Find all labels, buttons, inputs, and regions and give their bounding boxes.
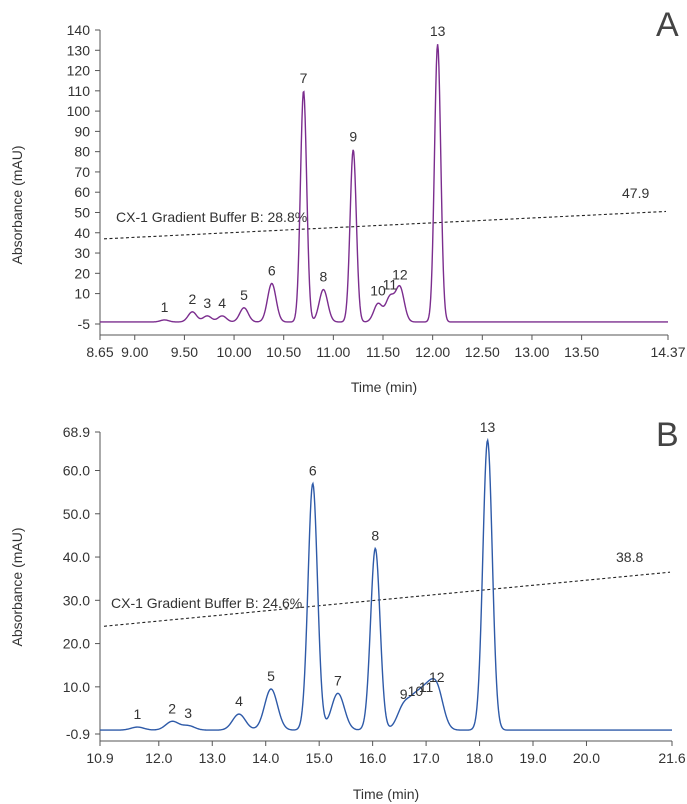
y-tick-label: 10 [74, 286, 90, 302]
panel-b-gradient-label: CX-1 Gradient Buffer B: 24.6% [111, 595, 302, 611]
peak-label: 11 [383, 277, 398, 293]
x-tick-label: 16.0 [359, 750, 386, 766]
panel-a-x-axis: 8.65 9.00 9.50 10.00 10.50 11.00 11.50 12.00 12.… [86, 335, 686, 360]
y-tick-label: 40 [74, 225, 90, 241]
x-tick-label: 19.0 [519, 750, 546, 766]
peak-label: 1 [134, 706, 142, 722]
panel-a-gradient-end-label: 47.9 [622, 185, 649, 201]
peak-label: 4 [218, 295, 226, 311]
y-tick-label: 120 [67, 63, 91, 79]
peak-label: 12 [429, 669, 445, 685]
y-tick-label: 10.0 [63, 679, 90, 695]
x-tick-label: 14.37 [650, 344, 685, 360]
x-tick-label: 13.00 [514, 344, 549, 360]
x-tick-label: 17.0 [412, 750, 439, 766]
peak-label: 2 [188, 291, 196, 307]
x-tick-label: 14.0 [252, 750, 279, 766]
x-tick-label: 12.00 [415, 344, 450, 360]
panel-b-trace [100, 437, 672, 731]
peak-label: 9 [349, 129, 357, 145]
panel-b-y-axis-title: Absorbance (mAU) [9, 527, 25, 646]
x-tick-label: 13.0 [199, 750, 226, 766]
peak-label: 3 [203, 295, 211, 311]
x-tick-label: 8.65 [86, 344, 113, 360]
peak-label: 8 [320, 269, 328, 285]
y-tick-label: 90 [74, 123, 90, 139]
x-tick-label: 13.50 [564, 344, 599, 360]
panel-b: B -0.910.020.030.040.050.060.068.9 10.9 1… [9, 416, 686, 802]
y-tick-label: 30.0 [63, 592, 90, 608]
panel-a-trace [100, 44, 668, 323]
y-tick-label: 130 [67, 42, 91, 58]
y-tick-label: 20.0 [63, 636, 90, 652]
y-tick-label: 50 [74, 204, 90, 220]
peak-label: 12 [392, 267, 408, 283]
panel-a-gradient-line [103, 210, 667, 240]
y-tick-label: 60.0 [63, 463, 90, 479]
x-tick-label: 18.0 [466, 750, 493, 766]
panel-a-y-axis: -5 10 20 30 40 50 60 70 80 90 100 110 120 130 140 [67, 22, 100, 332]
y-tick-label: 60 [74, 184, 90, 200]
x-tick-label: 15.0 [306, 750, 333, 766]
y-tick-label: 80 [74, 144, 90, 160]
panel-b-x-axis: 10.9 12.0 13.0 14.0 15.0 16.0 17.0 18.0 19.0 20.0… [86, 741, 686, 766]
peak-label: 10 [370, 283, 386, 299]
y-tick-label: 100 [67, 103, 91, 119]
peak-label: 5 [240, 287, 248, 303]
peak-label: 9 [400, 686, 408, 702]
y-tick-label: 110 [68, 83, 91, 99]
y-tick-label: 40.0 [63, 549, 90, 565]
y-tick-label: 20 [74, 265, 90, 281]
peak-label: 6 [268, 262, 276, 278]
y-tick-label: 68.9 [63, 424, 90, 440]
x-tick-label: 12.0 [145, 750, 172, 766]
panel-a-x-axis-title: Time (min) [351, 379, 417, 395]
x-tick-label: 10.00 [217, 344, 252, 360]
panel-a-gradient-label: CX-1 Gradient Buffer B: 28.8% [116, 209, 307, 225]
y-tick-label: -0.9 [66, 726, 90, 742]
peak-label: 11 [419, 679, 434, 695]
y-tick-label: 70 [74, 164, 90, 180]
peak-label: 4 [235, 693, 243, 709]
x-tick-label: 10.9 [86, 750, 113, 766]
peak-label: 7 [334, 672, 342, 688]
peak-label: 2 [168, 700, 176, 716]
x-tick-label: 9.00 [121, 344, 148, 360]
y-tick-label: 140 [67, 22, 91, 38]
x-tick-label: 20.0 [573, 750, 600, 766]
peak-label: 6 [309, 462, 317, 478]
peak-label: 1 [161, 299, 169, 315]
panel-a-y-axis-title: Absorbance (mAU) [9, 145, 25, 264]
peak-label: 13 [430, 23, 446, 39]
panel-b-gradient-line [103, 571, 671, 627]
panel-a-label: A [656, 6, 679, 44]
peak-label: 10 [408, 683, 424, 699]
peak-label: 3 [184, 705, 192, 721]
peak-label: 13 [480, 419, 496, 435]
x-tick-label: 10.50 [266, 344, 301, 360]
x-tick-label: 9.50 [171, 344, 198, 360]
x-tick-label: 11.00 [316, 344, 350, 360]
y-tick-label: 30 [74, 245, 90, 261]
panel-b-gradient-end-label: 38.8 [616, 549, 643, 565]
x-tick-label: 21.6 [658, 750, 685, 766]
panel-b-x-axis-title: Time (min) [353, 786, 419, 802]
peak-label: 5 [267, 668, 275, 684]
x-tick-label: 11.50 [366, 344, 400, 360]
panel-b-label: B [656, 416, 679, 454]
y-tick-label: 50.0 [63, 506, 90, 522]
y-tick-label: -5 [78, 316, 91, 332]
peak-label: 8 [371, 527, 379, 543]
x-tick-label: 12.50 [465, 344, 500, 360]
peak-label: 7 [300, 70, 308, 86]
panel-b-y-axis: -0.9 10.0 20.0 30.0 40.0 50.0 60.0 68.9 [63, 424, 100, 742]
